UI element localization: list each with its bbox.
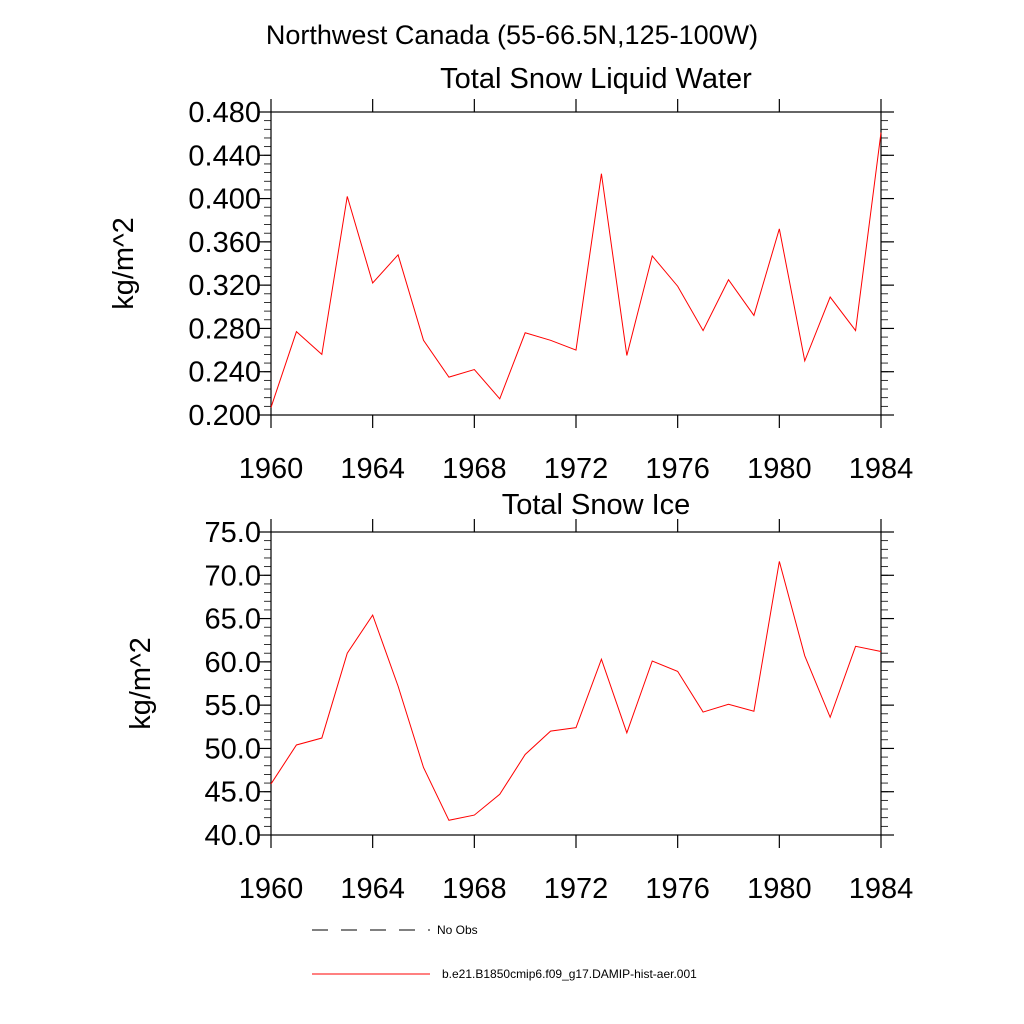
x-tick-label: 1968 — [442, 873, 507, 905]
y-axis-label: kg/m^2 — [108, 217, 140, 310]
x-tick-label: 1972 — [544, 453, 609, 485]
x-tick-label: 1984 — [849, 873, 914, 905]
y-tick-label: 50.0 — [205, 733, 261, 765]
x-tick-label: 1960 — [239, 453, 304, 485]
legend: No Obs b.e21.B1850cmip6.f09_g17.DAMIP-hi… — [312, 923, 697, 981]
x-tick-label: 1968 — [442, 453, 507, 485]
x-tick-label: 1984 — [849, 453, 914, 485]
x-tick-label: 1972 — [544, 873, 609, 905]
legend-label-model: b.e21.B1850cmip6.f09_g17.DAMIP-hist-aer.… — [442, 967, 697, 981]
y-tick-label: 65.0 — [205, 604, 261, 636]
y-tick-label: 0.360 — [188, 227, 261, 259]
y-tick-label: 45.0 — [205, 777, 261, 809]
x-tick-label: 1976 — [645, 873, 710, 905]
y-tick-label: 0.200 — [188, 400, 261, 432]
y-tick-label: 0.320 — [188, 270, 261, 302]
figure-suptitle: Northwest Canada (55-66.5N,125-100W) — [266, 20, 758, 50]
x-tick-label: 1964 — [340, 873, 405, 905]
y-tick-label: 75.0 — [205, 517, 261, 549]
y-tick-label: 55.0 — [205, 690, 261, 722]
x-tick-label: 1960 — [239, 873, 304, 905]
series-line — [270, 132, 882, 408]
y-tick-label: 0.400 — [188, 184, 261, 216]
panel-title: Total Snow Ice — [502, 489, 691, 521]
y-tick-label: 0.280 — [188, 313, 261, 345]
panel-snow-ice: Total Snow Ice 40.0 45.0 50.0 55.0 60.0 65.0 70… — [125, 489, 913, 905]
y-tick-label: 70.0 — [205, 560, 261, 592]
y-tick-label: 0.440 — [188, 140, 261, 172]
panel-title: Total Snow Liquid Water — [440, 63, 752, 95]
x-tick-label: 1964 — [340, 453, 405, 485]
y-axis-label: kg/m^2 — [125, 637, 157, 730]
plot-frame — [270, 531, 882, 836]
y-tick-label: 0.240 — [188, 357, 261, 389]
plot-frame — [270, 111, 882, 416]
series-line — [270, 561, 882, 821]
panel-snow-liquid-water: Total Snow Liquid Water 0.200 0.240 0.280 0.… — [108, 63, 913, 485]
legend-label-no-obs: No Obs — [437, 923, 478, 937]
x-tick-label: 1980 — [747, 873, 812, 905]
y-tick-label: 60.0 — [205, 647, 261, 679]
x-tick-label: 1980 — [747, 453, 812, 485]
y-tick-label: 0.480 — [188, 97, 261, 129]
y-tick-label: 40.0 — [205, 820, 261, 852]
x-tick-label: 1976 — [645, 453, 710, 485]
